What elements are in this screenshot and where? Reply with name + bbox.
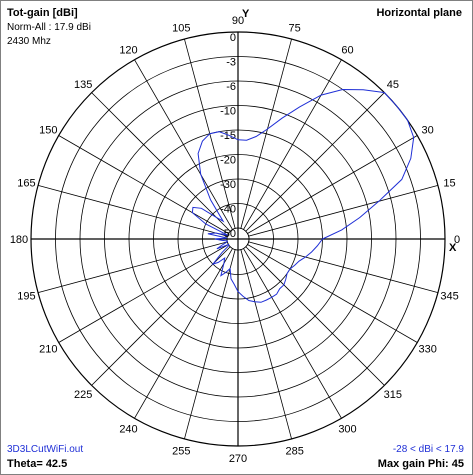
file-name-label: 3D3LCutWiFi.out xyxy=(7,444,84,455)
radial-tick-label: -15 xyxy=(220,130,236,142)
radial-tick-label: 0 xyxy=(230,32,236,44)
angle-tick-label: 270 xyxy=(229,453,247,465)
grid-spoke xyxy=(91,92,231,232)
angle-tick-label: 180 xyxy=(10,234,28,246)
angle-tick-label: 285 xyxy=(286,446,304,458)
grid-spoke xyxy=(134,59,233,230)
grid-spoke xyxy=(58,244,229,343)
grid-spoke xyxy=(248,185,439,237)
plane-label: Horizontal plane xyxy=(376,7,462,19)
angle-tick-label: 300 xyxy=(338,424,356,436)
angle-tick-label: 255 xyxy=(172,446,190,458)
angle-tick-label: 0 xyxy=(454,234,460,246)
angle-tick-label: 315 xyxy=(384,389,402,401)
radial-tick-label: -10 xyxy=(220,106,236,118)
frequency-label: 2430 Mhz xyxy=(7,36,51,47)
grid-spoke xyxy=(91,246,231,386)
angle-tick-label: 330 xyxy=(418,344,436,356)
grid-spoke xyxy=(37,241,228,293)
angle-tick-label: 135 xyxy=(74,79,92,91)
grid-spoke xyxy=(240,38,292,229)
grid-spoke xyxy=(134,248,233,419)
grid-spoke xyxy=(58,135,229,234)
gain-trace xyxy=(191,88,415,303)
angle-tick-label: 210 xyxy=(39,344,57,356)
grid-spoke xyxy=(248,241,439,293)
max-gain-label: Max gain Phi: 45 xyxy=(377,458,464,470)
radial-tick-label: -3 xyxy=(226,57,236,69)
grid-spoke xyxy=(245,92,385,232)
angle-tick-label: 150 xyxy=(39,125,57,137)
angle-tick-label: 30 xyxy=(422,125,434,137)
grid-spoke xyxy=(240,249,292,440)
radial-tick-label: -30 xyxy=(220,179,236,191)
chart-title: Tot-gain [dBi] xyxy=(7,7,78,19)
radial-tick-label: -6 xyxy=(226,81,236,93)
angle-tick-label: 225 xyxy=(74,389,92,401)
radial-tick-label: -20 xyxy=(220,155,236,167)
gain-range-label: -28 < dBi < 17.9 xyxy=(392,444,464,455)
angle-tick-label: 45 xyxy=(387,79,399,91)
angle-tick-label: 105 xyxy=(172,22,190,34)
grid-spoke xyxy=(247,135,418,234)
radial-tick-label: -40 xyxy=(220,204,236,216)
grid-spoke xyxy=(37,185,228,237)
angle-tick-label: 120 xyxy=(119,44,137,56)
angle-tick-label: 195 xyxy=(17,291,35,303)
angle-tick-label: 60 xyxy=(341,44,353,56)
x-axis-marker: X xyxy=(449,242,457,254)
angle-tick-label: 165 xyxy=(17,177,35,189)
grid-spoke xyxy=(247,244,418,343)
y-axis-marker: Y xyxy=(242,8,250,20)
normalization-label: Norm-All : 17.9 dBi xyxy=(7,22,91,33)
grid-spoke xyxy=(243,248,342,419)
grid-spoke xyxy=(243,59,342,230)
grid-spoke xyxy=(184,249,236,440)
angle-tick-label: 75 xyxy=(289,22,301,34)
grid-spoke xyxy=(245,246,385,386)
angle-tick-label: 240 xyxy=(119,424,137,436)
theta-label: Theta= 42.5 xyxy=(7,458,68,470)
angle-tick-label: 345 xyxy=(440,291,458,303)
angle-tick-label: 90 xyxy=(232,15,244,27)
angle-tick-label: 15 xyxy=(443,177,455,189)
